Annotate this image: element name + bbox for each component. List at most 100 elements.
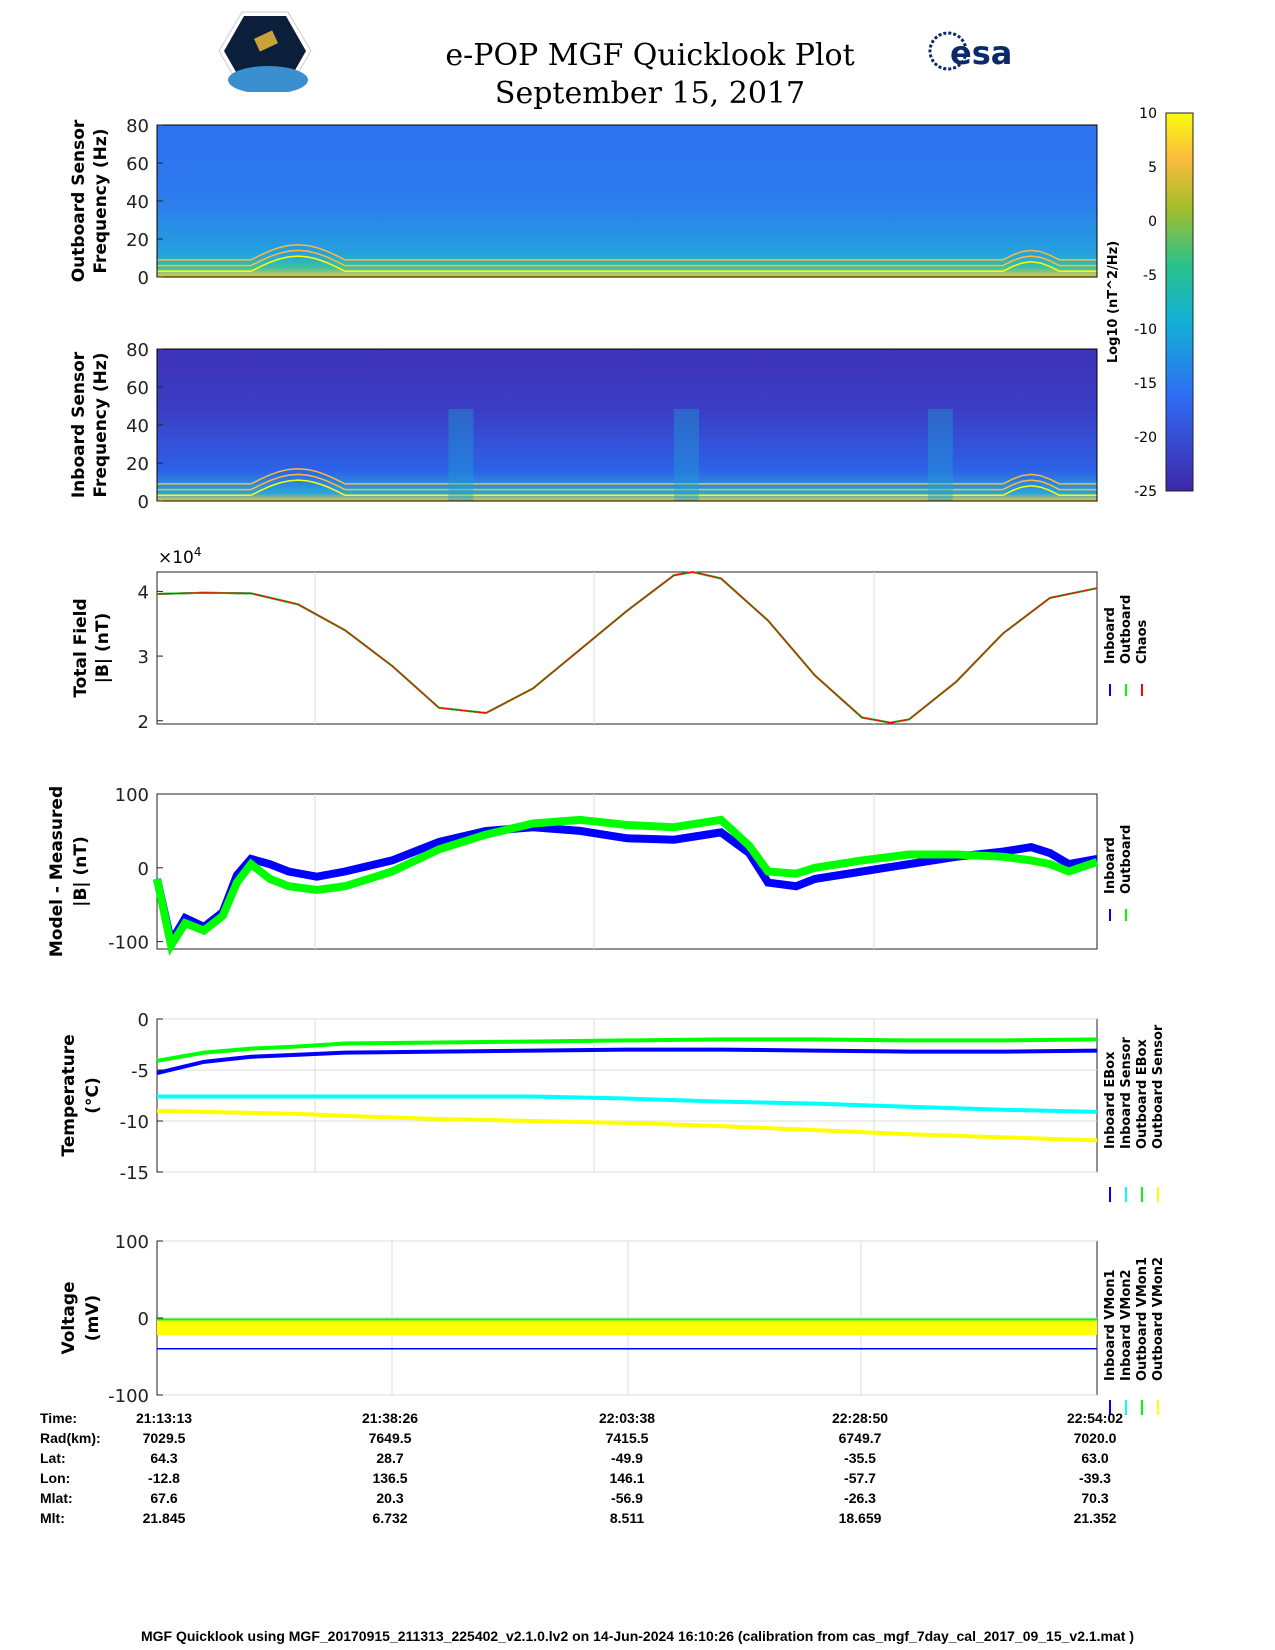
orbit-value: 8.511 xyxy=(609,1510,645,1526)
orbit-value: 21.352 xyxy=(1073,1510,1117,1526)
y-axis-label: Total Field xyxy=(71,598,91,697)
legend-label: Outboard xyxy=(1119,825,1134,894)
y-tick-label: 40 xyxy=(126,192,149,213)
legend-label: Chaos xyxy=(1135,620,1150,664)
legend-label: Inboard VMon1 xyxy=(1103,1269,1118,1381)
y-axis-label: |B| (nT) xyxy=(93,613,113,684)
y-tick-label: 3 xyxy=(138,647,149,668)
colorbar-tick-label: -5 xyxy=(1143,268,1157,284)
colorbar-tick-label: -10 xyxy=(1134,322,1157,338)
spectral-line xyxy=(157,249,1097,267)
legend-label: Inboard xyxy=(1103,837,1118,894)
orbit-value: 18.659 xyxy=(838,1510,882,1526)
series-line-chaos xyxy=(156,571,1098,724)
y-tick-label: 80 xyxy=(126,340,149,361)
axis-exponent-power: 4 xyxy=(194,545,202,559)
y-tick-label: 40 xyxy=(126,416,149,437)
series-band-outboard-vmon2 xyxy=(157,1319,1097,1335)
series-line-inboard-ebox xyxy=(156,1047,1098,1076)
orbit-row-label: Rad(km): xyxy=(40,1430,101,1446)
spectral-line xyxy=(157,467,1097,485)
esa-logo: esa xyxy=(928,30,1038,72)
orbit-row-label: Lon: xyxy=(40,1470,71,1486)
orbit-value: 63.0 xyxy=(1081,1450,1109,1466)
series-line-outboard-sensor xyxy=(156,1108,1098,1143)
orbit-value: -39.3 xyxy=(1079,1470,1111,1486)
legend-label: Outboard EBox xyxy=(1135,1039,1150,1149)
colorbar-tick-label: -25 xyxy=(1134,484,1157,500)
spectral-line xyxy=(157,473,1097,491)
colorbar-tick-label: 5 xyxy=(1148,160,1157,176)
legend-label: Outboard xyxy=(1119,595,1134,664)
y-axis-label: Inboard Sensor xyxy=(69,351,89,498)
broadband-burst xyxy=(927,409,953,501)
y-tick-label: 100 xyxy=(115,1232,149,1253)
orbit-value: -57.7 xyxy=(844,1470,876,1486)
orbit-value: 28.7 xyxy=(376,1450,404,1466)
series-line-inboard-sensor xyxy=(157,1094,1098,1114)
y-tick-label: 0 xyxy=(138,1010,149,1031)
y-axis-label: Outboard Sensor xyxy=(69,119,89,282)
orbit-value: -26.3 xyxy=(844,1490,876,1506)
y-axis-label: Model - Measured xyxy=(47,786,67,957)
y-tick-label: 60 xyxy=(126,378,149,399)
y-tick-label: 80 xyxy=(126,116,149,137)
y-axis-label: |B| (nT) xyxy=(71,836,91,907)
orbit-value: 21:13:13 xyxy=(135,1410,193,1426)
orbit-row-label: Lat: xyxy=(40,1450,66,1466)
y-axis-label: (°C) xyxy=(83,1077,103,1114)
orbit-value: -35.5 xyxy=(844,1450,876,1466)
series-line-outboard xyxy=(153,815,1099,956)
y-axis-label: Temperature xyxy=(59,1034,79,1156)
legend-label: Inboard VMon2 xyxy=(1119,1269,1134,1381)
colorbar-label: Log10 (nT^2/Hz) xyxy=(1106,241,1121,363)
y-tick-label: -15 xyxy=(120,1163,149,1184)
spectrogram-2 xyxy=(157,349,1097,501)
y-tick-label: 0 xyxy=(138,859,149,880)
orbit-value: 146.1 xyxy=(609,1470,645,1486)
colorbar xyxy=(1165,112,1194,492)
orbit-value: 64.3 xyxy=(150,1450,178,1466)
orbit-value: 67.6 xyxy=(150,1490,178,1506)
y-tick-label: -10 xyxy=(120,1112,149,1133)
orbit-row-label: Mlt: xyxy=(40,1510,65,1526)
orbit-value: 70.3 xyxy=(1081,1490,1109,1506)
spectrogram-1 xyxy=(157,125,1097,277)
y-tick-label: -100 xyxy=(108,1386,149,1407)
footer-caption: MGF Quicklook using MGF_20170915_211313_… xyxy=(140,1628,1134,1644)
orbit-value: 21.845 xyxy=(142,1510,186,1526)
y-axis-label: Voltage xyxy=(59,1281,79,1354)
y-tick-label: 4 xyxy=(138,582,149,603)
y-tick-label: 2 xyxy=(138,712,149,733)
broadband-burst xyxy=(674,409,699,501)
colorbar-tick-label: -15 xyxy=(1134,376,1157,392)
cassiope-logo xyxy=(218,10,312,94)
legend-label: Inboard xyxy=(1103,607,1118,664)
y-tick-label: 60 xyxy=(126,154,149,175)
orbit-value: -49.9 xyxy=(611,1450,643,1466)
colorbar-tick-label: -20 xyxy=(1134,430,1157,446)
plot-title: e-POP MGF Quicklook Plot xyxy=(445,38,855,73)
legend-label: Inboard EBox xyxy=(1103,1051,1118,1149)
orbit-value: 6.732 xyxy=(372,1510,408,1526)
legend-label: Inboard Sensor xyxy=(1119,1037,1134,1149)
orbit-row-label: Mlat: xyxy=(40,1490,73,1506)
y-tick-label: 20 xyxy=(126,454,149,475)
spectral-line xyxy=(157,255,1097,273)
axis-exponent: ×104 xyxy=(158,545,202,568)
y-axis-label: Frequency (Hz) xyxy=(91,352,111,497)
svg-text:esa: esa xyxy=(950,34,1012,72)
orbit-value: 7415.5 xyxy=(605,1430,649,1446)
colorbar-tick-label: 10 xyxy=(1139,106,1157,122)
orbit-value: 7649.5 xyxy=(368,1430,412,1446)
orbit-value: 7029.5 xyxy=(142,1430,186,1446)
plot-date: September 15, 2017 xyxy=(494,76,806,111)
orbit-value: 21:38:26 xyxy=(361,1410,419,1426)
y-tick-label: 0 xyxy=(138,268,149,289)
y-tick-label: 20 xyxy=(126,230,149,251)
orbit-value: 136.5 xyxy=(372,1470,408,1486)
legend-label: Outboard VMon1 xyxy=(1135,1257,1150,1381)
orbit-value: 7020.0 xyxy=(1073,1430,1117,1446)
y-tick-label: 0 xyxy=(138,492,149,513)
series-line-outboard-ebox xyxy=(156,1037,1098,1063)
